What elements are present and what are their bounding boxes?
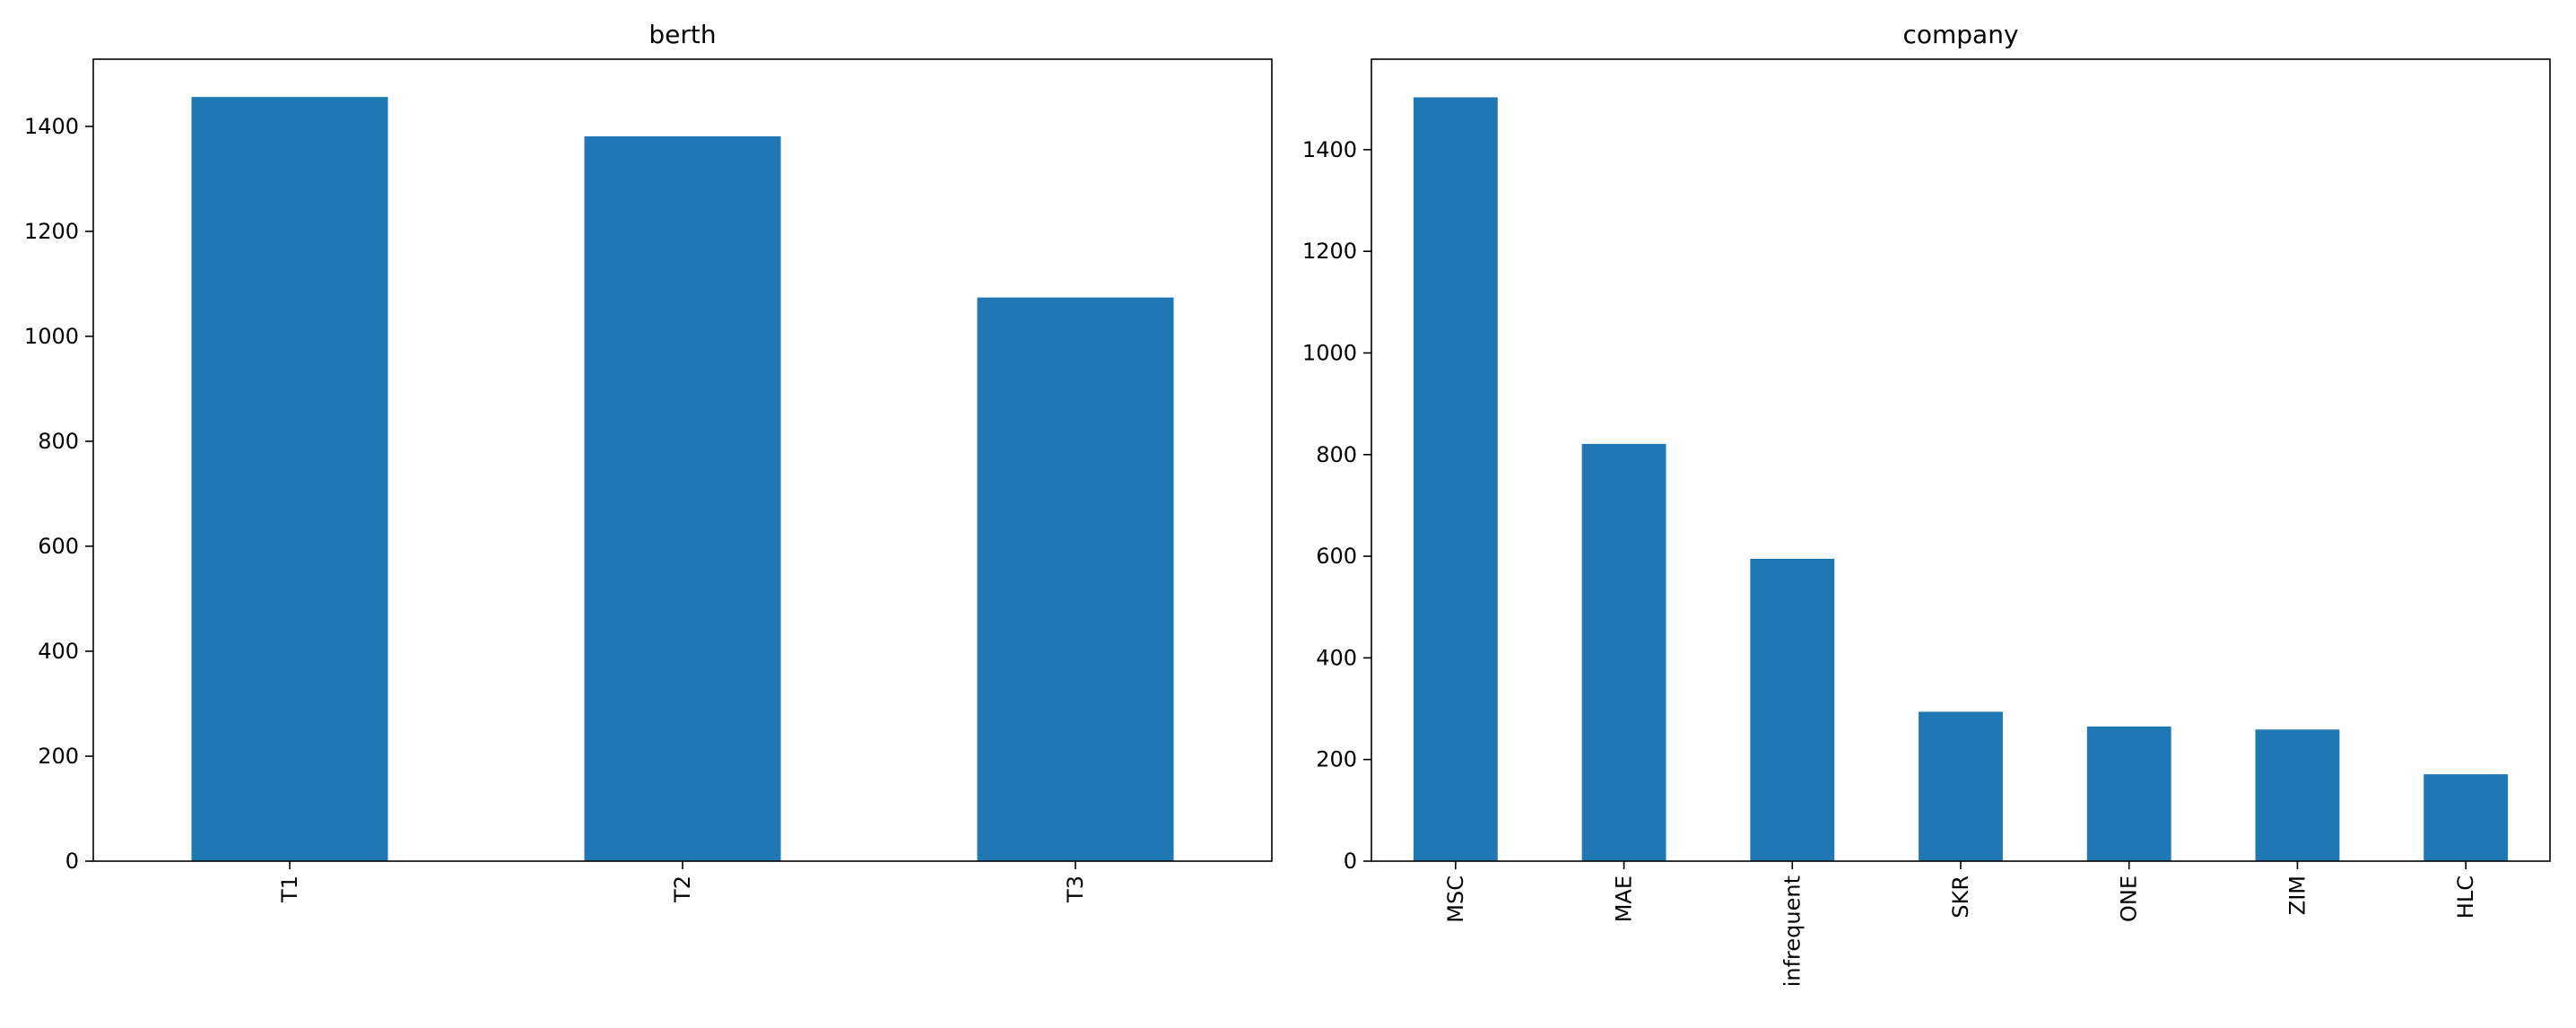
y-tick-label: 1000 bbox=[24, 324, 79, 349]
y-tick-label: 400 bbox=[38, 639, 79, 664]
bar bbox=[584, 136, 781, 862]
y-tick-label: 800 bbox=[38, 429, 79, 454]
bar bbox=[1581, 443, 1667, 861]
x-tick-label: SKR bbox=[1948, 876, 1973, 919]
x-tick-label: infrequent bbox=[1780, 876, 1805, 987]
y-tick-label: 400 bbox=[1316, 645, 1357, 670]
y-tick-label: 600 bbox=[1316, 544, 1357, 569]
x-tick-label: HLC bbox=[2453, 876, 2478, 919]
x-tick-label: ONE bbox=[2117, 876, 2142, 922]
y-tick-label: 600 bbox=[38, 534, 79, 559]
x-tick-label: T1 bbox=[277, 876, 302, 903]
y-tick-label: 1400 bbox=[1302, 137, 1357, 162]
bar bbox=[1919, 711, 2003, 861]
x-tick-label: T2 bbox=[670, 876, 695, 903]
y-tick-label: 1200 bbox=[1302, 239, 1357, 264]
y-tick-label: 800 bbox=[1316, 442, 1357, 467]
bar bbox=[1413, 97, 1498, 862]
y-tick-label: 200 bbox=[38, 744, 79, 769]
bar bbox=[2424, 774, 2509, 861]
x-tick-label: ZIM bbox=[2284, 876, 2310, 915]
axes-frame bbox=[92, 58, 1273, 862]
x-tick-label: T3 bbox=[1063, 876, 1088, 903]
bar bbox=[191, 97, 388, 861]
chart-title: berth bbox=[648, 20, 716, 49]
y-tick-label: 200 bbox=[1316, 747, 1357, 772]
x-tick-label: MAE bbox=[1612, 876, 1637, 922]
bar bbox=[977, 297, 1174, 862]
axes-frame bbox=[1371, 58, 2551, 862]
y-tick-label: 1400 bbox=[24, 114, 79, 139]
y-tick-label: 0 bbox=[1344, 849, 1357, 874]
bar bbox=[1750, 558, 1835, 861]
y-tick-label: 0 bbox=[65, 849, 79, 874]
bar bbox=[2255, 729, 2340, 861]
chart-title: company bbox=[1902, 20, 2018, 49]
y-tick-label: 1000 bbox=[1302, 340, 1357, 365]
x-tick-label: MSC bbox=[1443, 876, 1468, 923]
y-tick-label: 1200 bbox=[24, 219, 79, 244]
bar bbox=[2086, 726, 2171, 861]
